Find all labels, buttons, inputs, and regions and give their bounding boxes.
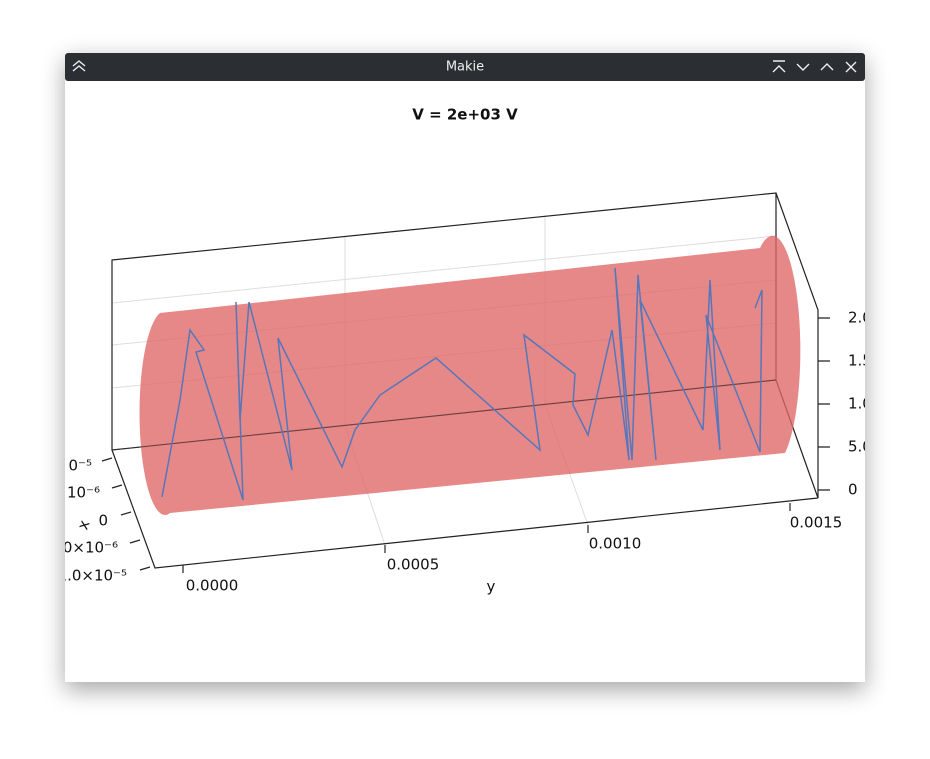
window-title: Makie bbox=[446, 60, 484, 75]
x-ticks bbox=[101, 457, 151, 571]
menu-button[interactable] bbox=[72, 60, 86, 72]
maximize-button[interactable] bbox=[820, 63, 834, 71]
y-tick-label: 0.0010 bbox=[589, 535, 642, 553]
x-tick-label: 10⁻⁶ bbox=[67, 484, 100, 502]
keep-above-button[interactable] bbox=[772, 60, 786, 73]
z-tick-label: 2.0 bbox=[848, 309, 872, 327]
y-ticks bbox=[182, 503, 791, 573]
y-tick-label: 0.0000 bbox=[186, 577, 239, 595]
y-tick-label: 0.0015 bbox=[790, 514, 843, 532]
y-axis-label: y bbox=[487, 578, 496, 596]
plot-title: V = 2e+03 V bbox=[412, 106, 518, 124]
z-ticks bbox=[818, 317, 830, 491]
y-tick-label: 0.0005 bbox=[387, 556, 440, 574]
plot: V = 2e+03 V 0 5.0 1.0 1.5 2.0 0⁻⁵ 10⁻⁶ 0… bbox=[58, 106, 872, 596]
z-tick-label: 5.0 bbox=[848, 438, 872, 456]
minimize-button[interactable] bbox=[796, 63, 810, 71]
x-tick-label: 0 bbox=[98, 512, 108, 530]
close-button[interactable] bbox=[845, 61, 857, 73]
trajectory bbox=[161, 267, 763, 501]
x-tick-label: .0×10⁻⁶ bbox=[58, 539, 118, 557]
z-tick-label: 0 bbox=[848, 481, 858, 499]
x-tick-label: 1.0×10⁻⁵ bbox=[58, 567, 127, 585]
titlebar bbox=[65, 53, 865, 81]
z-tick-label: 1.0 bbox=[848, 395, 872, 413]
z-tick-label: 1.5 bbox=[848, 352, 872, 370]
x-tick-label: 0⁻⁵ bbox=[69, 457, 92, 475]
cylinder bbox=[139, 235, 801, 515]
